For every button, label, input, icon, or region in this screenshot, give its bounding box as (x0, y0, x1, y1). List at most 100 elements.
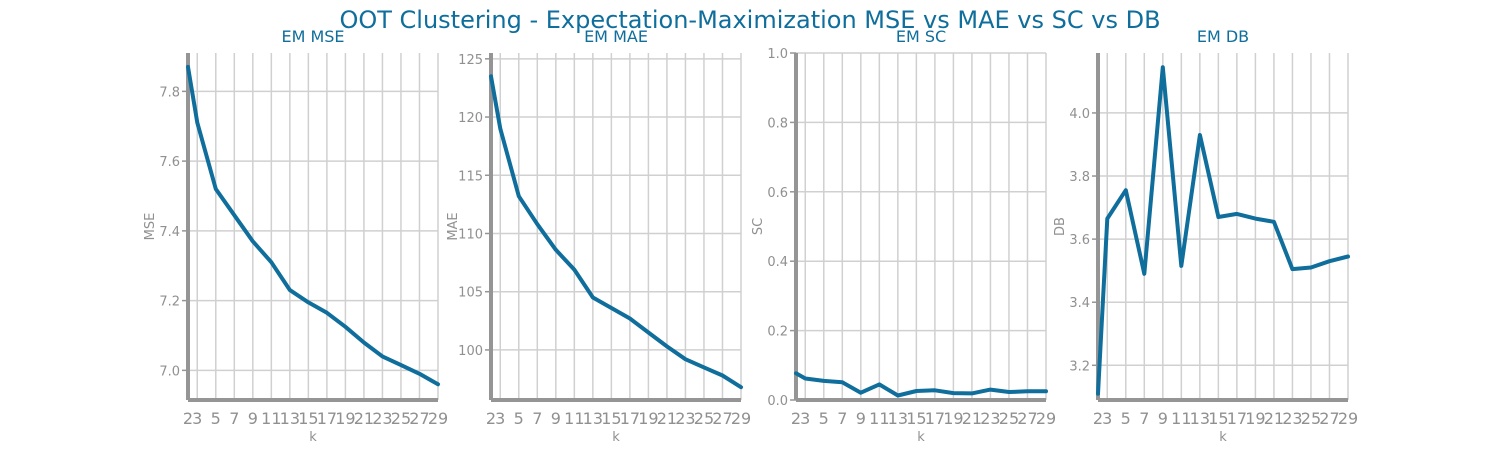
x-tick-label: 25 (1301, 409, 1321, 428)
chart-title: EM MSE (281, 27, 344, 46)
x-tick-label: 2 (486, 409, 496, 428)
x-tick-label: 25 (694, 409, 714, 428)
y-axis-label: DB (1053, 217, 1068, 236)
x-tick-label: 27 (1319, 409, 1339, 428)
x-tick-label: 15 (298, 409, 318, 428)
x-tick-label: 3 (1102, 409, 1112, 428)
x-tick-label: 17 (1227, 409, 1247, 428)
y-tick-label: 105 (458, 286, 483, 301)
y-tick-label: 7.8 (159, 85, 180, 100)
y-axis-label: MSE (143, 213, 158, 241)
x-tick-label: 11 (1171, 409, 1191, 428)
x-tick-label: 19 (335, 409, 355, 428)
y-tick-label: 0.2 (767, 325, 788, 340)
y-tick-label: 125 (458, 53, 483, 68)
x-tick-label: 23 (372, 409, 392, 428)
chart-title: EM SC (896, 27, 946, 46)
x-axis-label: k (917, 430, 925, 445)
x-tick-label: 11 (261, 409, 281, 428)
x-tick-label: 7 (229, 409, 239, 428)
x-tick-label: 5 (514, 409, 524, 428)
x-tick-label: 2 (183, 409, 193, 428)
x-tick-label: 23 (675, 409, 695, 428)
x-tick-label: 13 (583, 409, 603, 428)
x-tick-label: 29 (428, 409, 448, 428)
x-tick-label: 13 (888, 409, 908, 428)
chart-title: EM MAE (584, 27, 648, 46)
x-tick-label: 23 (1282, 409, 1302, 428)
x-tick-label: 9 (1158, 409, 1168, 428)
chart-panel-4: 2 3 5 7 9 111315171921232527293.23.43.63.84.0… (1053, 27, 1358, 445)
x-axis-label: k (309, 430, 317, 445)
y-tick-label: 7.2 (159, 295, 180, 310)
x-tick-label: 29 (731, 409, 751, 428)
x-tick-label: 27 (712, 409, 732, 428)
x-tick-label: 27 (409, 409, 429, 428)
x-tick-label: 21 (657, 409, 677, 428)
x-tick-label: 11 (869, 409, 889, 428)
x-tick-label: 29 (1036, 409, 1056, 428)
y-tick-label: 3.4 (1069, 296, 1090, 311)
x-tick-label: 29 (1338, 409, 1358, 428)
x-tick-label: 21 (354, 409, 374, 428)
y-tick-label: 115 (458, 169, 483, 184)
chart-title: EM DB (1197, 27, 1249, 46)
chart-panel-3: 2 3 5 7 9 111315171921232527290.00.20.40.60.8… (751, 27, 1056, 445)
x-tick-label: 5 (1121, 409, 1131, 428)
x-tick-label: 13 (280, 409, 300, 428)
y-tick-label: 0.8 (767, 116, 788, 131)
series-line (489, 74, 743, 390)
y-tick-label: 0.0 (767, 394, 788, 409)
x-tick-label: 7 (837, 409, 847, 428)
y-tick-label: 3.2 (1069, 359, 1090, 374)
chart-panel-2: 2 3 5 7 9 11131517192123252729100105110115120… (446, 27, 751, 445)
x-tick-label: 15 (906, 409, 926, 428)
y-tick-label: 0.4 (767, 255, 788, 270)
y-tick-label: 120 (458, 111, 483, 126)
y-tick-label: 0.6 (767, 186, 788, 201)
y-tick-label: 7.4 (159, 225, 180, 240)
x-tick-label: 17 (317, 409, 337, 428)
y-tick-label: 3.6 (1069, 233, 1090, 248)
y-tick-label: 100 (458, 344, 483, 359)
x-tick-label: 19 (638, 409, 658, 428)
series-line (1096, 65, 1350, 396)
x-tick-label: 9 (248, 409, 258, 428)
x-tick-label: 17 (620, 409, 640, 428)
y-axis-label: SC (751, 218, 766, 235)
figure-title: OOT Clustering - Expectation-Maximizatio… (339, 6, 1160, 34)
x-tick-label: 3 (800, 409, 810, 428)
chart-panel-1: 2 3 5 7 9 111315171921232527297.07.27.47.67.8… (143, 27, 448, 445)
x-tick-label: 21 (1264, 409, 1284, 428)
x-tick-label: 9 (551, 409, 561, 428)
x-tick-label: 19 (1245, 409, 1265, 428)
y-tick-label: 4.0 (1069, 107, 1090, 122)
x-tick-label: 11 (564, 409, 584, 428)
x-tick-label: 2 (1093, 409, 1103, 428)
x-tick-label: 21 (962, 409, 982, 428)
x-tick-label: 15 (1208, 409, 1228, 428)
x-tick-label: 5 (211, 409, 221, 428)
y-tick-label: 7.0 (159, 364, 180, 379)
x-tick-label: 7 (532, 409, 542, 428)
series-line (794, 371, 1048, 398)
x-tick-label: 5 (819, 409, 829, 428)
x-tick-label: 23 (980, 409, 1000, 428)
x-tick-label: 19 (943, 409, 963, 428)
y-tick-label: 3.8 (1069, 170, 1090, 185)
y-tick-label: 1.0 (767, 47, 788, 62)
x-tick-label: 15 (601, 409, 621, 428)
x-tick-label: 25 (391, 409, 411, 428)
x-tick-label: 3 (192, 409, 202, 428)
x-axis-label: k (612, 430, 620, 445)
y-tick-label: 7.6 (159, 155, 180, 170)
x-tick-label: 25 (999, 409, 1019, 428)
x-tick-label: 7 (1139, 409, 1149, 428)
series-line (186, 64, 440, 387)
x-tick-label: 27 (1017, 409, 1037, 428)
x-tick-label: 17 (925, 409, 945, 428)
x-axis-label: k (1219, 430, 1227, 445)
x-tick-label: 2 (791, 409, 801, 428)
x-tick-label: 3 (495, 409, 505, 428)
